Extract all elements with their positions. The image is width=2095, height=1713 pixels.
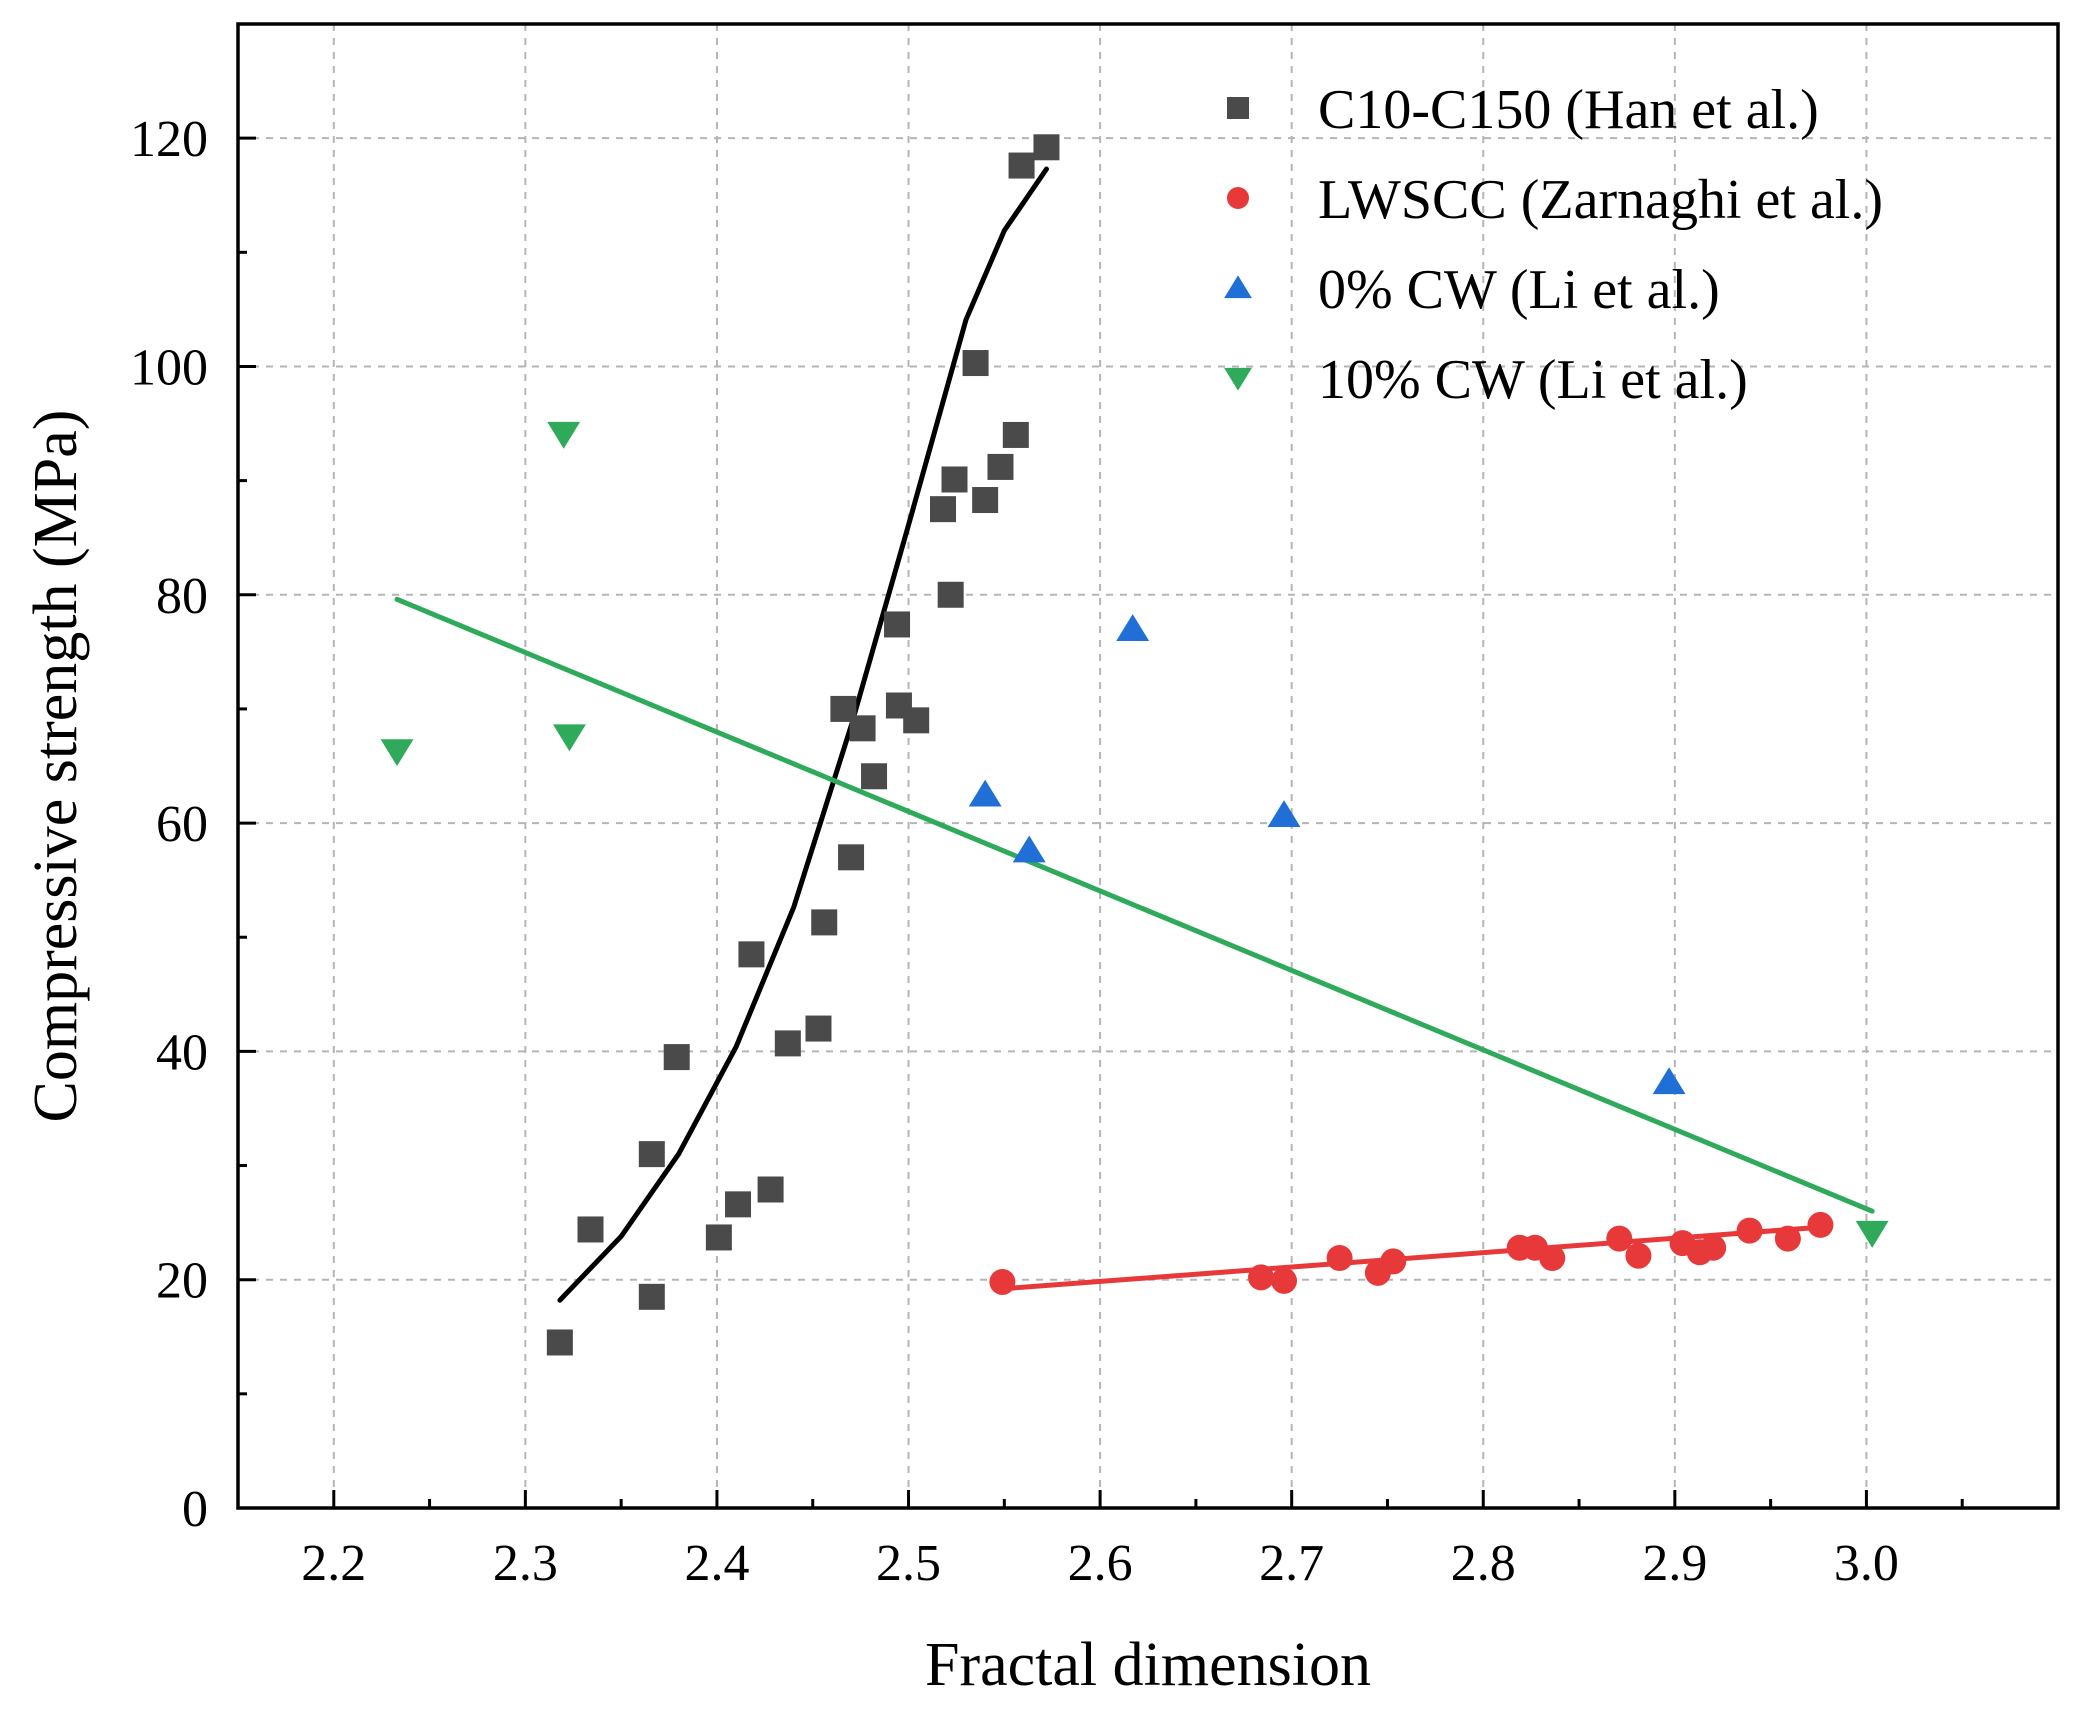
data-point xyxy=(1736,1217,1763,1244)
y-tick-label: 120 xyxy=(130,111,208,168)
legend-label: C10-C150 (Han et al.) xyxy=(1318,79,1819,141)
data-point xyxy=(937,581,964,608)
y-tick-label: 0 xyxy=(182,1481,208,1538)
data-point xyxy=(1606,1225,1633,1252)
data-point xyxy=(1539,1245,1566,1272)
data-point xyxy=(1271,1267,1298,1294)
tick-labels: 2.2 2.3 2.4 2.5 2.6 2.7 2.8 2.9 3.0 0 20 40 60 80 100 1… xyxy=(130,111,1899,1592)
data-point xyxy=(705,1224,732,1251)
legend-marker xyxy=(1227,187,1249,209)
x-tick-label: 2.7 xyxy=(1259,1535,1324,1592)
data-point xyxy=(1652,1067,1686,1095)
y-tick-label: 20 xyxy=(156,1253,208,1310)
x-tick-label: 2.8 xyxy=(1451,1535,1516,1592)
data-point xyxy=(1012,835,1046,863)
data-point xyxy=(884,611,911,638)
legend-label: 10% CW (Li et al.) xyxy=(1318,349,1748,411)
data-point xyxy=(638,1141,665,1168)
data-point xyxy=(1807,1211,1834,1238)
data-point xyxy=(577,1216,604,1243)
data-point xyxy=(962,350,989,377)
data-point xyxy=(774,1030,801,1057)
data-point xyxy=(1380,1248,1407,1275)
data-point xyxy=(1008,152,1035,179)
y-tick-label: 80 xyxy=(156,568,208,625)
data-point xyxy=(811,909,838,936)
data-point xyxy=(725,1191,752,1218)
x-tick-label: 2.4 xyxy=(684,1535,749,1592)
data-point xyxy=(861,763,888,790)
data-point xyxy=(903,707,930,734)
data-point xyxy=(930,496,957,523)
data-point xyxy=(1116,614,1150,641)
data-point xyxy=(738,941,765,968)
plot-frame xyxy=(236,22,2060,1510)
legend-marker xyxy=(1224,367,1252,391)
data-point xyxy=(638,1283,665,1310)
data-point xyxy=(1625,1242,1652,1269)
x-tick-label: 3.0 xyxy=(1834,1535,1899,1592)
data-point xyxy=(805,1015,832,1042)
y-tick-label: 40 xyxy=(156,1024,208,1081)
y-tick-label: 100 xyxy=(130,339,208,396)
data-point xyxy=(663,1044,690,1071)
x-axis-title: Fractal dimension xyxy=(925,1631,1371,1699)
legend-label: LWSCC (Zarnaghi et al.) xyxy=(1318,169,1883,231)
x-tick-label: 2.9 xyxy=(1642,1535,1707,1592)
data-point xyxy=(1855,1220,1889,1248)
data-point xyxy=(1326,1245,1353,1272)
data-point xyxy=(1774,1225,1801,1252)
data-point xyxy=(1700,1234,1727,1261)
x-tick-label: 2.3 xyxy=(493,1535,558,1592)
data-point xyxy=(987,453,1014,480)
data-point xyxy=(380,739,414,767)
data-point xyxy=(941,466,968,493)
x-tick-label: 2.6 xyxy=(1068,1535,1133,1592)
data-point xyxy=(968,779,1002,807)
x-tick-label: 2.2 xyxy=(301,1535,366,1592)
data-points xyxy=(380,134,1889,1356)
legend-marker xyxy=(1227,97,1249,119)
y-tick-label: 60 xyxy=(156,796,208,853)
data-point xyxy=(972,487,999,514)
x-tick-label: 2.5 xyxy=(876,1535,941,1592)
data-point xyxy=(849,715,876,742)
data-point xyxy=(546,1329,573,1356)
data-point xyxy=(1002,421,1029,448)
legend-label: 0% CW (Li et al.) xyxy=(1318,259,1720,321)
data-point xyxy=(1267,800,1301,828)
data-point xyxy=(989,1268,1016,1295)
data-point xyxy=(1033,134,1060,161)
data-point xyxy=(757,1176,784,1203)
axis-ticks xyxy=(236,22,1964,1510)
legend-marker xyxy=(1224,275,1252,299)
data-point xyxy=(552,724,586,752)
data-point xyxy=(1248,1264,1275,1291)
data-point xyxy=(838,844,865,871)
y-axis-title: Compressive strength (MPa) xyxy=(22,410,90,1123)
data-point xyxy=(547,421,581,449)
legend: C10-C150 (Han et al.) LWSCC (Zarnaghi et … xyxy=(1224,79,1883,411)
fit-line xyxy=(557,166,1049,1303)
fit-line xyxy=(394,596,1875,1214)
